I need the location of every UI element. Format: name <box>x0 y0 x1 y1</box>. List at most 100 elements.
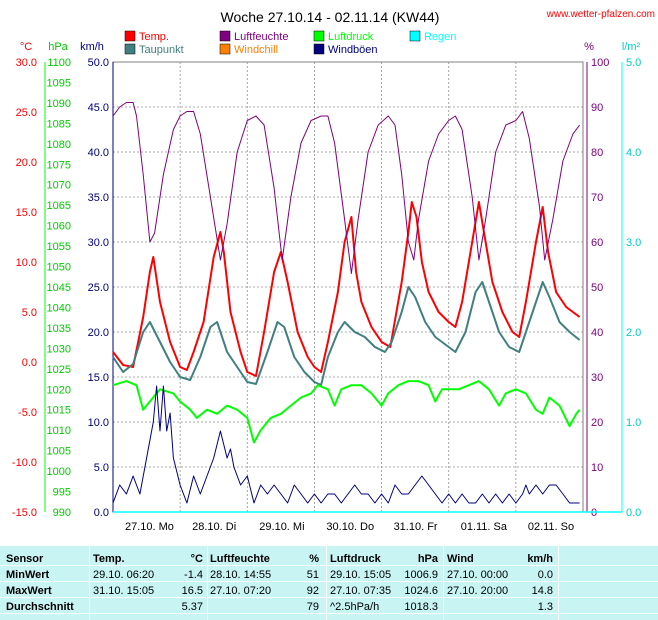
humidity-tick: 50 <box>591 282 603 294</box>
pressure-tick: 1030 <box>47 343 71 355</box>
stats-cell: 5.37 <box>181 601 203 613</box>
temp-tick: 10.0 <box>16 257 37 269</box>
legend-swatch <box>409 30 421 42</box>
plot-frame <box>112 61 584 513</box>
series-lines <box>112 102 581 504</box>
x-tick: 01.11. Sa <box>461 521 508 533</box>
pressure-tick: 1065 <box>47 200 71 212</box>
stats-divider <box>89 546 90 620</box>
stats-cell: Durchschnitt <box>6 601 74 613</box>
pressure-tick: 1080 <box>47 139 71 151</box>
x-tick: 30.10. Do <box>326 521 374 533</box>
humidity-tick: 80 <box>591 147 603 159</box>
temp-tick: 25.0 <box>16 107 37 119</box>
pressure-tick: 1090 <box>47 98 71 110</box>
pressure-unit: hPa <box>48 41 68 53</box>
stats-cell: 1006.9 <box>404 569 438 581</box>
pressure-tick: 1070 <box>47 180 71 192</box>
legend-label: Windböen <box>328 44 378 56</box>
legend-swatch <box>219 43 231 55</box>
humidity-tick: 20 <box>591 417 603 429</box>
pressure-tick: 1085 <box>47 118 71 130</box>
weather-chart: Woche 27.10.14 - 02.11.14 (KW44) www.wet… <box>12 9 655 533</box>
series-line <box>112 380 581 444</box>
site-link[interactable]: www.wetter-pfalzen.com <box>546 9 655 20</box>
humidity-tick: 0 <box>591 507 597 519</box>
stats-cell: 29.10. 06:20 <box>93 569 155 581</box>
pressure-tick: 1095 <box>47 77 71 89</box>
stats-cell: 29.10. 15:05 <box>330 569 392 581</box>
humidity-tick: 60 <box>591 237 603 249</box>
legend-label: Windchill <box>234 44 278 56</box>
wind-tick: 15.0 <box>88 372 109 384</box>
x-tick: 31.10. Fr <box>394 521 438 533</box>
legend-swatch <box>124 30 136 42</box>
stats-cell: °C <box>190 553 203 565</box>
pressure-tick: 1055 <box>47 241 71 253</box>
wind-tick: 35.0 <box>88 192 109 204</box>
plot-area <box>112 61 584 513</box>
x-tick: 02.11. So <box>528 521 574 533</box>
stats-row-divider <box>0 565 658 566</box>
chart-title: Woche 27.10.14 - 02.11.14 (KW44) <box>221 9 440 25</box>
temp-tick: 30.0 <box>16 57 37 69</box>
axes: 30.0 25.0 20.0 15.0 10.0 5.0 0.0 -5.0 -10.0 -15.0… <box>12 41 641 533</box>
stats-cell: 28.10. 14:55 <box>210 569 272 581</box>
stats-cell: 1.3 <box>537 601 553 613</box>
humidity-unit: % <box>584 41 594 53</box>
humidity-tick: 100 <box>591 57 609 69</box>
stats-cell: MinWert <box>6 569 50 581</box>
temp-tick: 15.0 <box>16 207 37 219</box>
stats-cell: hPa <box>417 553 438 565</box>
stats-cell: 1024.6 <box>404 585 438 597</box>
stats-cell: Sensor <box>6 553 44 565</box>
stats-cell: Wind <box>447 553 474 565</box>
stats-cell: 27.10. 20:00 <box>447 585 509 597</box>
pressure-tick: 1035 <box>47 323 71 335</box>
pressure-tick: 1005 <box>47 446 71 458</box>
temp-tick: 0.0 <box>22 357 37 369</box>
stats-divider <box>207 546 208 620</box>
humidity-tick: 90 <box>591 102 603 114</box>
humidity-tick: 10 <box>591 462 603 474</box>
stats-cell: 27.10. 00:00 <box>447 569 509 581</box>
stats-cell: 27.10. 07:35 <box>330 585 392 597</box>
pressure-tick: 1040 <box>47 302 71 314</box>
rain-tick: 0.0 <box>626 507 641 519</box>
x-tick: 28.10. Di <box>192 521 236 533</box>
pressure-tick: 1045 <box>47 282 71 294</box>
stats-cell: % <box>309 553 319 565</box>
pressure-tick: 1100 <box>47 57 71 69</box>
stats-divider <box>326 546 327 620</box>
wind-tick: 50.0 <box>88 57 109 69</box>
humidity-tick: 70 <box>591 192 603 204</box>
legend-label: Taupunkt <box>139 44 184 56</box>
humidity-tick: 30 <box>591 372 603 384</box>
legend-swatch <box>124 43 136 55</box>
wind-tick: 40.0 <box>88 147 109 159</box>
rain-unit: l/m² <box>622 41 641 53</box>
series-line <box>112 281 581 386</box>
stats-cell: 1018.3 <box>404 601 438 613</box>
stats-cell: 0.0 <box>537 569 553 581</box>
wind-tick: 25.0 <box>88 282 109 294</box>
x-tick: 27.10. Mo <box>125 521 174 533</box>
temp-unit: °C <box>20 41 32 53</box>
temp-tick: 20.0 <box>16 157 37 169</box>
rain-tick: 3.0 <box>626 237 641 249</box>
stats-cell: 14.8 <box>531 585 553 597</box>
stats-cell: km/h <box>527 553 553 565</box>
legend-swatch <box>313 30 325 42</box>
stats-cell: 31.10. 15:05 <box>93 585 155 597</box>
stats-cell: 27.10. 07:20 <box>210 585 272 597</box>
wind-tick: 5.0 <box>94 462 109 474</box>
stats-cell: Temp. <box>93 553 125 565</box>
series-line <box>112 201 581 377</box>
temp-tick: -10.0 <box>12 457 37 469</box>
stats-cell: 51 <box>306 569 319 581</box>
wind-tick: 20.0 <box>88 327 109 339</box>
legend-label: Temp. <box>139 31 169 43</box>
wind-tick: 30.0 <box>88 237 109 249</box>
rain-tick: 4.0 <box>626 147 641 159</box>
pressure-tick: 1020 <box>47 384 71 396</box>
